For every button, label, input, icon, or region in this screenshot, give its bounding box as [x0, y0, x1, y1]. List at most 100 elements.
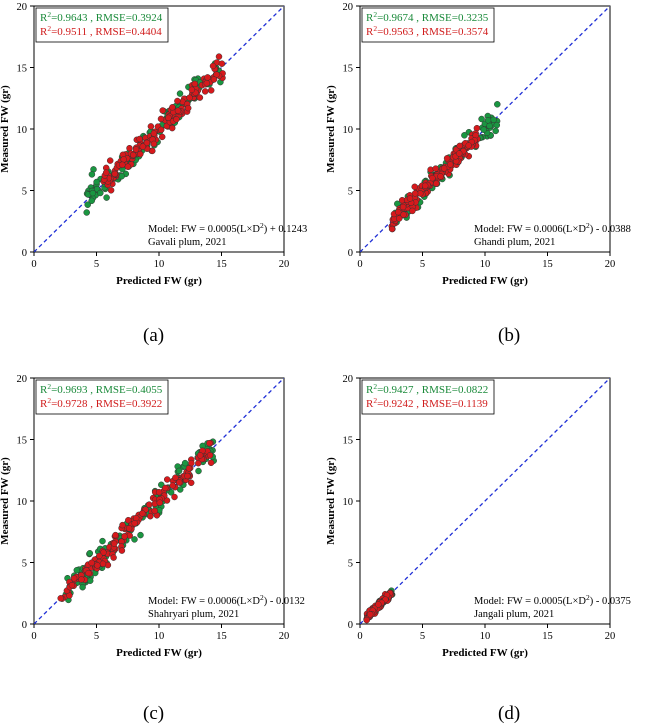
x-axis-title: Predicted FW (gr) [442, 647, 528, 659]
x-tick-label: 10 [154, 259, 165, 270]
data-point-red [132, 146, 140, 153]
data-point-red [145, 501, 153, 508]
data-point-green [83, 209, 90, 216]
y-tick-label: 10 [343, 497, 354, 508]
y-tick-label: 15 [17, 64, 28, 75]
x-axis-title: Predicted FW (gr) [116, 275, 202, 287]
data-point-red [157, 115, 165, 123]
identity-line [360, 378, 610, 624]
data-point-red [99, 560, 107, 568]
y-tick-label: 0 [348, 620, 353, 631]
data-point-red [131, 520, 138, 527]
dataset-label: Ghandi plum, 2021 [474, 237, 555, 248]
data-point-red [188, 459, 195, 467]
data-point-green [89, 189, 97, 197]
data-point-red [94, 562, 101, 569]
x-tick-label: 5 [420, 631, 425, 642]
x-tick-label: 10 [480, 259, 491, 270]
y-tick-label: 15 [17, 436, 28, 447]
data-point-red [155, 488, 163, 496]
data-point-red [196, 94, 204, 101]
scatter-chart-d: 0 5 10 15 20 0 5 10 15 20 Predicted FW (gr) Measure… [325, 374, 631, 659]
data-point-red [215, 53, 223, 60]
data-point-red [143, 139, 151, 147]
data-point-red [163, 476, 171, 483]
data-point-red [174, 97, 181, 105]
data-point-red [196, 452, 204, 459]
x-tick-label: 20 [605, 631, 616, 642]
model-equation: Model: FW = 0.0005(L×D2) - 0.0375 [474, 593, 631, 607]
data-point-red [207, 459, 215, 467]
data-point-red [126, 144, 133, 152]
x-tick-label: 0 [31, 259, 36, 270]
data-point-red [443, 155, 451, 162]
data-point-green [79, 583, 86, 591]
data-point-red [465, 142, 472, 149]
data-point-red [118, 547, 126, 554]
data-point-green [486, 122, 493, 130]
data-point-red [173, 116, 180, 123]
data-point-red [456, 142, 463, 150]
y-tick-label: 5 [22, 187, 27, 198]
y-tick-label: 20 [17, 374, 28, 385]
data-point-red [172, 474, 179, 481]
dataset-label: Gavali plum, 2021 [148, 237, 226, 248]
y-tick-label: 5 [348, 559, 353, 570]
data-point-red [102, 169, 110, 176]
data-point-green [99, 537, 106, 545]
y-tick-label: 20 [17, 2, 28, 13]
data-point-red [121, 533, 128, 540]
data-point-red [136, 135, 143, 143]
legend-entry-green: R2=0.9693 , RMSE=0.4055 [40, 382, 163, 396]
data-point-red [174, 107, 182, 114]
x-tick-label: 20 [605, 259, 616, 270]
caption-a: (a) [143, 325, 165, 346]
data-point-green [86, 550, 94, 557]
y-axis-title: Measured FW (gr) [325, 457, 337, 545]
x-tick-label: 15 [216, 259, 227, 270]
data-point-red [187, 479, 195, 487]
y-tick-label: 5 [22, 559, 27, 570]
data-point-red [110, 554, 117, 561]
data-point-red [165, 114, 172, 122]
x-tick-label: 15 [542, 259, 553, 270]
data-point-red [433, 180, 440, 187]
points-group [57, 438, 217, 604]
data-point-green [176, 90, 184, 97]
data-point-red [169, 104, 176, 111]
data-point-red [157, 126, 165, 134]
data-point-red [171, 493, 178, 501]
y-tick-label: 10 [17, 125, 28, 136]
caption-d: (d) [498, 703, 521, 724]
chart-panel-c: 0 5 10 15 20 0 5 10 15 20 Predicted FW (gr) Measure… [0, 372, 320, 667]
data-point-red [411, 190, 419, 197]
data-point-red [446, 161, 454, 168]
x-axis-title: Predicted FW (gr) [442, 275, 528, 287]
chart-panel-a: 0 5 10 15 20 0 5 10 15 20 Predicted FW (gr) Measure… [0, 0, 320, 295]
data-point-red [204, 74, 211, 81]
data-point-red [175, 479, 183, 486]
data-point-red [78, 576, 85, 583]
data-point-red [399, 203, 407, 211]
data-point-red [112, 531, 119, 539]
x-tick-label: 5 [94, 631, 99, 642]
legend-entry-green: R2=0.9643 , RMSE=0.3924 [40, 10, 163, 24]
data-point-green [88, 171, 96, 178]
data-point-red [110, 540, 118, 547]
x-tick-label: 5 [420, 259, 425, 270]
data-point-red [150, 130, 158, 137]
data-point-red [119, 521, 126, 529]
data-point-green [480, 126, 487, 133]
x-tick-label: 20 [279, 631, 290, 642]
x-tick-label: 10 [480, 631, 491, 642]
y-tick-label: 10 [343, 125, 354, 136]
data-point-red [125, 525, 133, 532]
data-point-red [429, 174, 436, 182]
data-point-red [375, 601, 382, 608]
data-point-red [139, 510, 146, 517]
data-point-green [494, 101, 501, 108]
data-point-red [169, 482, 176, 489]
data-point-red [206, 439, 213, 447]
